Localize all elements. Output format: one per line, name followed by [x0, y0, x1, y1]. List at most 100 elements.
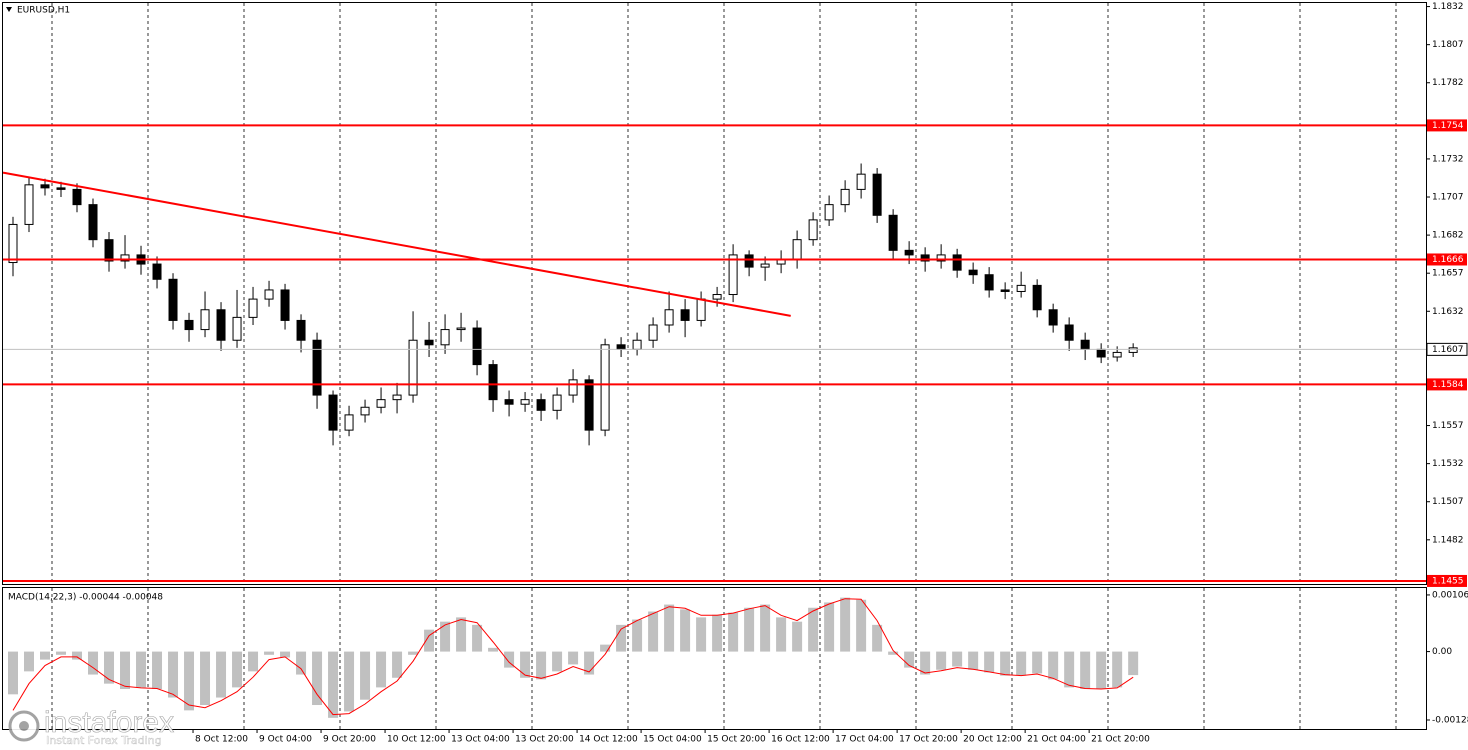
- macd-bar: [280, 651, 291, 658]
- candle-body: [1048, 309, 1058, 326]
- candle-body: [744, 254, 754, 268]
- macd-bar: [1080, 651, 1091, 689]
- candle-body: [696, 298, 706, 321]
- macd-bar: [376, 651, 387, 688]
- level-label: 1.1754: [1432, 121, 1464, 131]
- candle-body: [328, 394, 338, 431]
- level-label: 1.1666: [1432, 255, 1464, 265]
- candle-body: [264, 289, 274, 300]
- macd-bar: [56, 651, 67, 655]
- candle-body: [824, 204, 834, 221]
- macd-bar: [552, 651, 563, 672]
- macd-bar: [232, 651, 243, 688]
- candle-body: [1112, 351, 1122, 358]
- candle-body: [280, 289, 290, 321]
- macd-frame: [2, 587, 1427, 730]
- macd-bar: [40, 651, 51, 660]
- logo-name: instaforex: [44, 706, 174, 739]
- macd-bar: [904, 651, 915, 668]
- x-tick-label: 20 Oct 12:00: [963, 735, 1022, 745]
- candle-body: [568, 379, 578, 396]
- candle-body: [936, 254, 946, 262]
- x-tick-label: 15 Oct 20:00: [707, 735, 766, 745]
- level-label-box: [1427, 119, 1467, 132]
- y-tick-label: 1.1707: [1432, 193, 1464, 203]
- candle-body: [408, 339, 418, 396]
- candle-body: [760, 263, 770, 268]
- candle-body: [632, 339, 642, 350]
- macd-bar: [728, 612, 739, 652]
- y-tick-label: 1.1507: [1432, 497, 1464, 507]
- macd-bar: [200, 651, 211, 706]
- y-tick-label: 1.1832: [1432, 2, 1464, 12]
- candle-body: [152, 263, 162, 280]
- macd-bar: [664, 604, 675, 652]
- candle-body: [552, 394, 562, 411]
- macd-bar: [1064, 651, 1075, 688]
- macd-bar: [696, 617, 707, 652]
- candle-body: [312, 339, 322, 396]
- candle-body: [296, 319, 306, 341]
- macd-bar: [1048, 651, 1059, 680]
- macd-bar: [264, 651, 275, 655]
- logo-tagline: Instant Forex Trading: [46, 734, 162, 747]
- candle-body: [968, 269, 978, 276]
- macd-bar: [888, 651, 899, 655]
- y-tick-label: 1.1732: [1432, 154, 1464, 164]
- macd-bar: [456, 617, 467, 652]
- candle-body: [88, 204, 98, 241]
- macd-bar: [600, 644, 611, 652]
- macd-bar: [856, 599, 867, 652]
- x-tick-label: 15 Oct 04:00: [643, 735, 702, 745]
- candle-body: [1032, 284, 1042, 311]
- candle-body: [232, 316, 242, 341]
- macd-bar: [808, 607, 819, 652]
- level-label-box: [1427, 253, 1467, 266]
- candle-body: [248, 298, 258, 318]
- y-tick-label: 1.1782: [1432, 78, 1464, 88]
- macd-bar: [1128, 651, 1139, 676]
- macd-bar: [568, 651, 579, 665]
- candle-body: [1096, 348, 1106, 358]
- candle-body: [1016, 284, 1026, 292]
- macd-bar: [968, 651, 979, 670]
- signal-line: [12, 598, 1134, 716]
- macd-bar: [616, 624, 627, 652]
- macd-bar: [1032, 651, 1043, 674]
- macd-bar: [776, 617, 787, 652]
- logo-core: [19, 721, 29, 731]
- x-tick-label: 9 Oct 04:00: [259, 735, 312, 745]
- candle-body: [840, 188, 850, 206]
- candle-body: [504, 399, 514, 405]
- macd-bar: [952, 651, 963, 667]
- trendline: [2, 171, 791, 317]
- candle-body: [56, 187, 66, 190]
- macd-bar: [712, 614, 723, 652]
- candle-body: [120, 254, 130, 262]
- macd-bar: [472, 624, 483, 652]
- candle-body: [104, 239, 114, 262]
- macd-bar: [168, 651, 179, 698]
- candle-body: [584, 379, 594, 431]
- y-tick-label: 1.1807: [1432, 40, 1464, 50]
- macd-bar: [120, 651, 131, 689]
- macd-bar: [840, 597, 851, 652]
- x-tick-label: 14 Oct 12:00: [579, 735, 638, 745]
- y-tick-label: 1.1657: [1432, 269, 1464, 279]
- symbol-title: EURUSD,H1: [17, 6, 70, 16]
- candle-body: [984, 274, 994, 291]
- macd-bar: [88, 651, 99, 675]
- candle-body: [456, 327, 466, 331]
- candle-body: [648, 324, 658, 341]
- macd-bar: [872, 624, 883, 652]
- macd-bar: [328, 651, 339, 718]
- symbol-menu-arrow[interactable]: [6, 7, 12, 12]
- candle-body: [216, 309, 226, 341]
- x-tick-label: 16 Oct 12:00: [771, 735, 830, 745]
- x-tick-label: 21 Oct 04:00: [1027, 735, 1086, 745]
- candle-body: [536, 399, 546, 411]
- candle-body: [712, 294, 722, 300]
- macd-bar: [392, 651, 403, 678]
- candle-body: [168, 278, 178, 321]
